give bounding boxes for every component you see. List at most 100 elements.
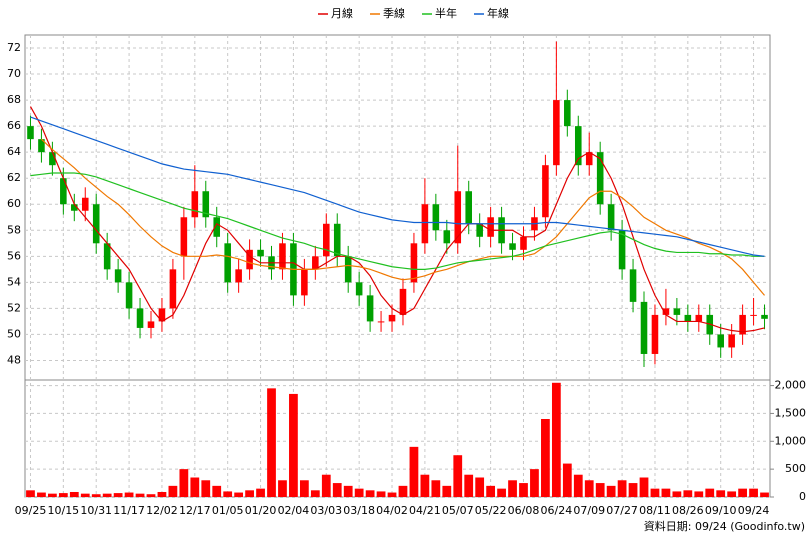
candle-body — [114, 269, 122, 283]
legend-label: 月線 — [331, 6, 353, 20]
candle-body — [246, 249, 253, 270]
candle-body — [333, 223, 341, 257]
candle-body — [202, 191, 210, 218]
y-tick-label: 58 — [7, 223, 21, 236]
candle-body — [673, 308, 681, 315]
candle-body — [728, 334, 735, 348]
candle-body — [651, 314, 659, 354]
candle-body — [706, 314, 714, 335]
candle-body — [27, 126, 34, 140]
candle-body — [257, 249, 264, 257]
candle-body — [476, 223, 483, 237]
x-tick-label: 12/17 — [179, 504, 211, 517]
x-tick-label: 03/18 — [343, 504, 375, 517]
volume-bar — [278, 480, 287, 497]
x-tick-label: 04/02 — [376, 504, 408, 517]
x-tick-label: 04/21 — [409, 504, 441, 517]
volume-bar — [201, 480, 211, 497]
y-tick-label: 48 — [7, 353, 21, 366]
x-tick-label: 08/11 — [639, 504, 671, 517]
x-tick-label: 05/22 — [475, 504, 507, 517]
candle-body — [717, 334, 724, 348]
volume-bar — [453, 455, 463, 497]
candle-body — [553, 100, 560, 166]
volume-bar — [398, 485, 408, 497]
x-tick-label: 07/27 — [606, 504, 638, 517]
volume-bar — [80, 493, 90, 497]
volume-bar — [289, 393, 298, 497]
candle-body — [662, 308, 670, 315]
candle-body — [509, 243, 516, 250]
candle-body — [684, 314, 692, 322]
y2-tick-label: 1,500 — [775, 406, 807, 419]
candle-body — [564, 100, 571, 127]
volume-bar — [716, 490, 726, 497]
candle-body — [125, 282, 133, 309]
candle-body — [323, 223, 330, 257]
volume-bar — [628, 483, 638, 497]
y-tick-label: 66 — [7, 119, 21, 132]
volume-bar — [365, 490, 375, 497]
volume-bar — [530, 469, 539, 497]
volume-bar — [497, 488, 506, 497]
y-tick-label: 64 — [7, 145, 21, 158]
volume-bar — [672, 491, 682, 497]
ma-line — [30, 116, 765, 257]
candle-body — [71, 204, 78, 211]
candle-body — [640, 301, 648, 354]
volume-bar — [26, 490, 35, 497]
volume-bar — [508, 480, 517, 497]
candle-body — [301, 269, 308, 296]
candle-body — [81, 197, 89, 211]
candle-body — [136, 308, 144, 328]
volume-bar — [69, 491, 79, 497]
x-tick-label: 07/09 — [573, 504, 605, 517]
volume-bar — [168, 485, 178, 497]
volume-bar — [58, 493, 68, 497]
candle-body — [92, 204, 100, 244]
candle-body — [312, 256, 319, 270]
footer: 資料日期: 09/24 (Goodinfo.tw) — [644, 519, 805, 533]
y2-tick-label: 1,000 — [775, 434, 807, 447]
y2-tick-label: 500 — [785, 462, 806, 475]
candle-body — [399, 288, 407, 315]
volume-bar — [354, 488, 364, 497]
x-tick-label: 09/24 — [738, 504, 770, 517]
volume-bar — [146, 494, 156, 497]
candle-body — [596, 152, 604, 205]
volume-bar — [584, 480, 594, 497]
volume-bar — [475, 477, 485, 497]
candle-body — [761, 314, 768, 319]
volume-bar — [135, 493, 145, 497]
candle-body — [607, 204, 615, 231]
volume-bar — [464, 474, 474, 497]
x-tick-label: 02/04 — [278, 504, 310, 517]
candle-body — [410, 243, 418, 283]
volume-bar — [683, 490, 693, 497]
x-tick-label: 12/02 — [146, 504, 178, 517]
volume-bar — [519, 483, 528, 497]
x-tick-label: 10/15 — [47, 504, 79, 517]
volume-bar — [650, 488, 660, 497]
candle-body — [49, 152, 56, 166]
x-tick-label: 01/20 — [245, 504, 277, 517]
ma-line — [29, 106, 765, 333]
volume-bar — [387, 492, 397, 497]
candle-body — [465, 191, 472, 224]
candle-body — [279, 243, 286, 270]
x-tick-label: 09/25 — [15, 504, 47, 517]
volume-bar — [442, 485, 452, 497]
volume-bar — [310, 490, 320, 497]
candle-body — [38, 139, 45, 153]
volume-bar — [705, 488, 715, 497]
candle-body — [224, 243, 231, 283]
volume-bar — [256, 488, 265, 497]
y2-tick-label: 0 — [799, 490, 806, 503]
volume-bar — [299, 480, 309, 497]
x-tick-label: 06/24 — [541, 504, 573, 517]
volume-bar — [190, 477, 200, 497]
y-tick-label: 52 — [7, 301, 21, 314]
x-tick-label: 08/26 — [672, 504, 704, 517]
candle-body — [574, 126, 582, 166]
